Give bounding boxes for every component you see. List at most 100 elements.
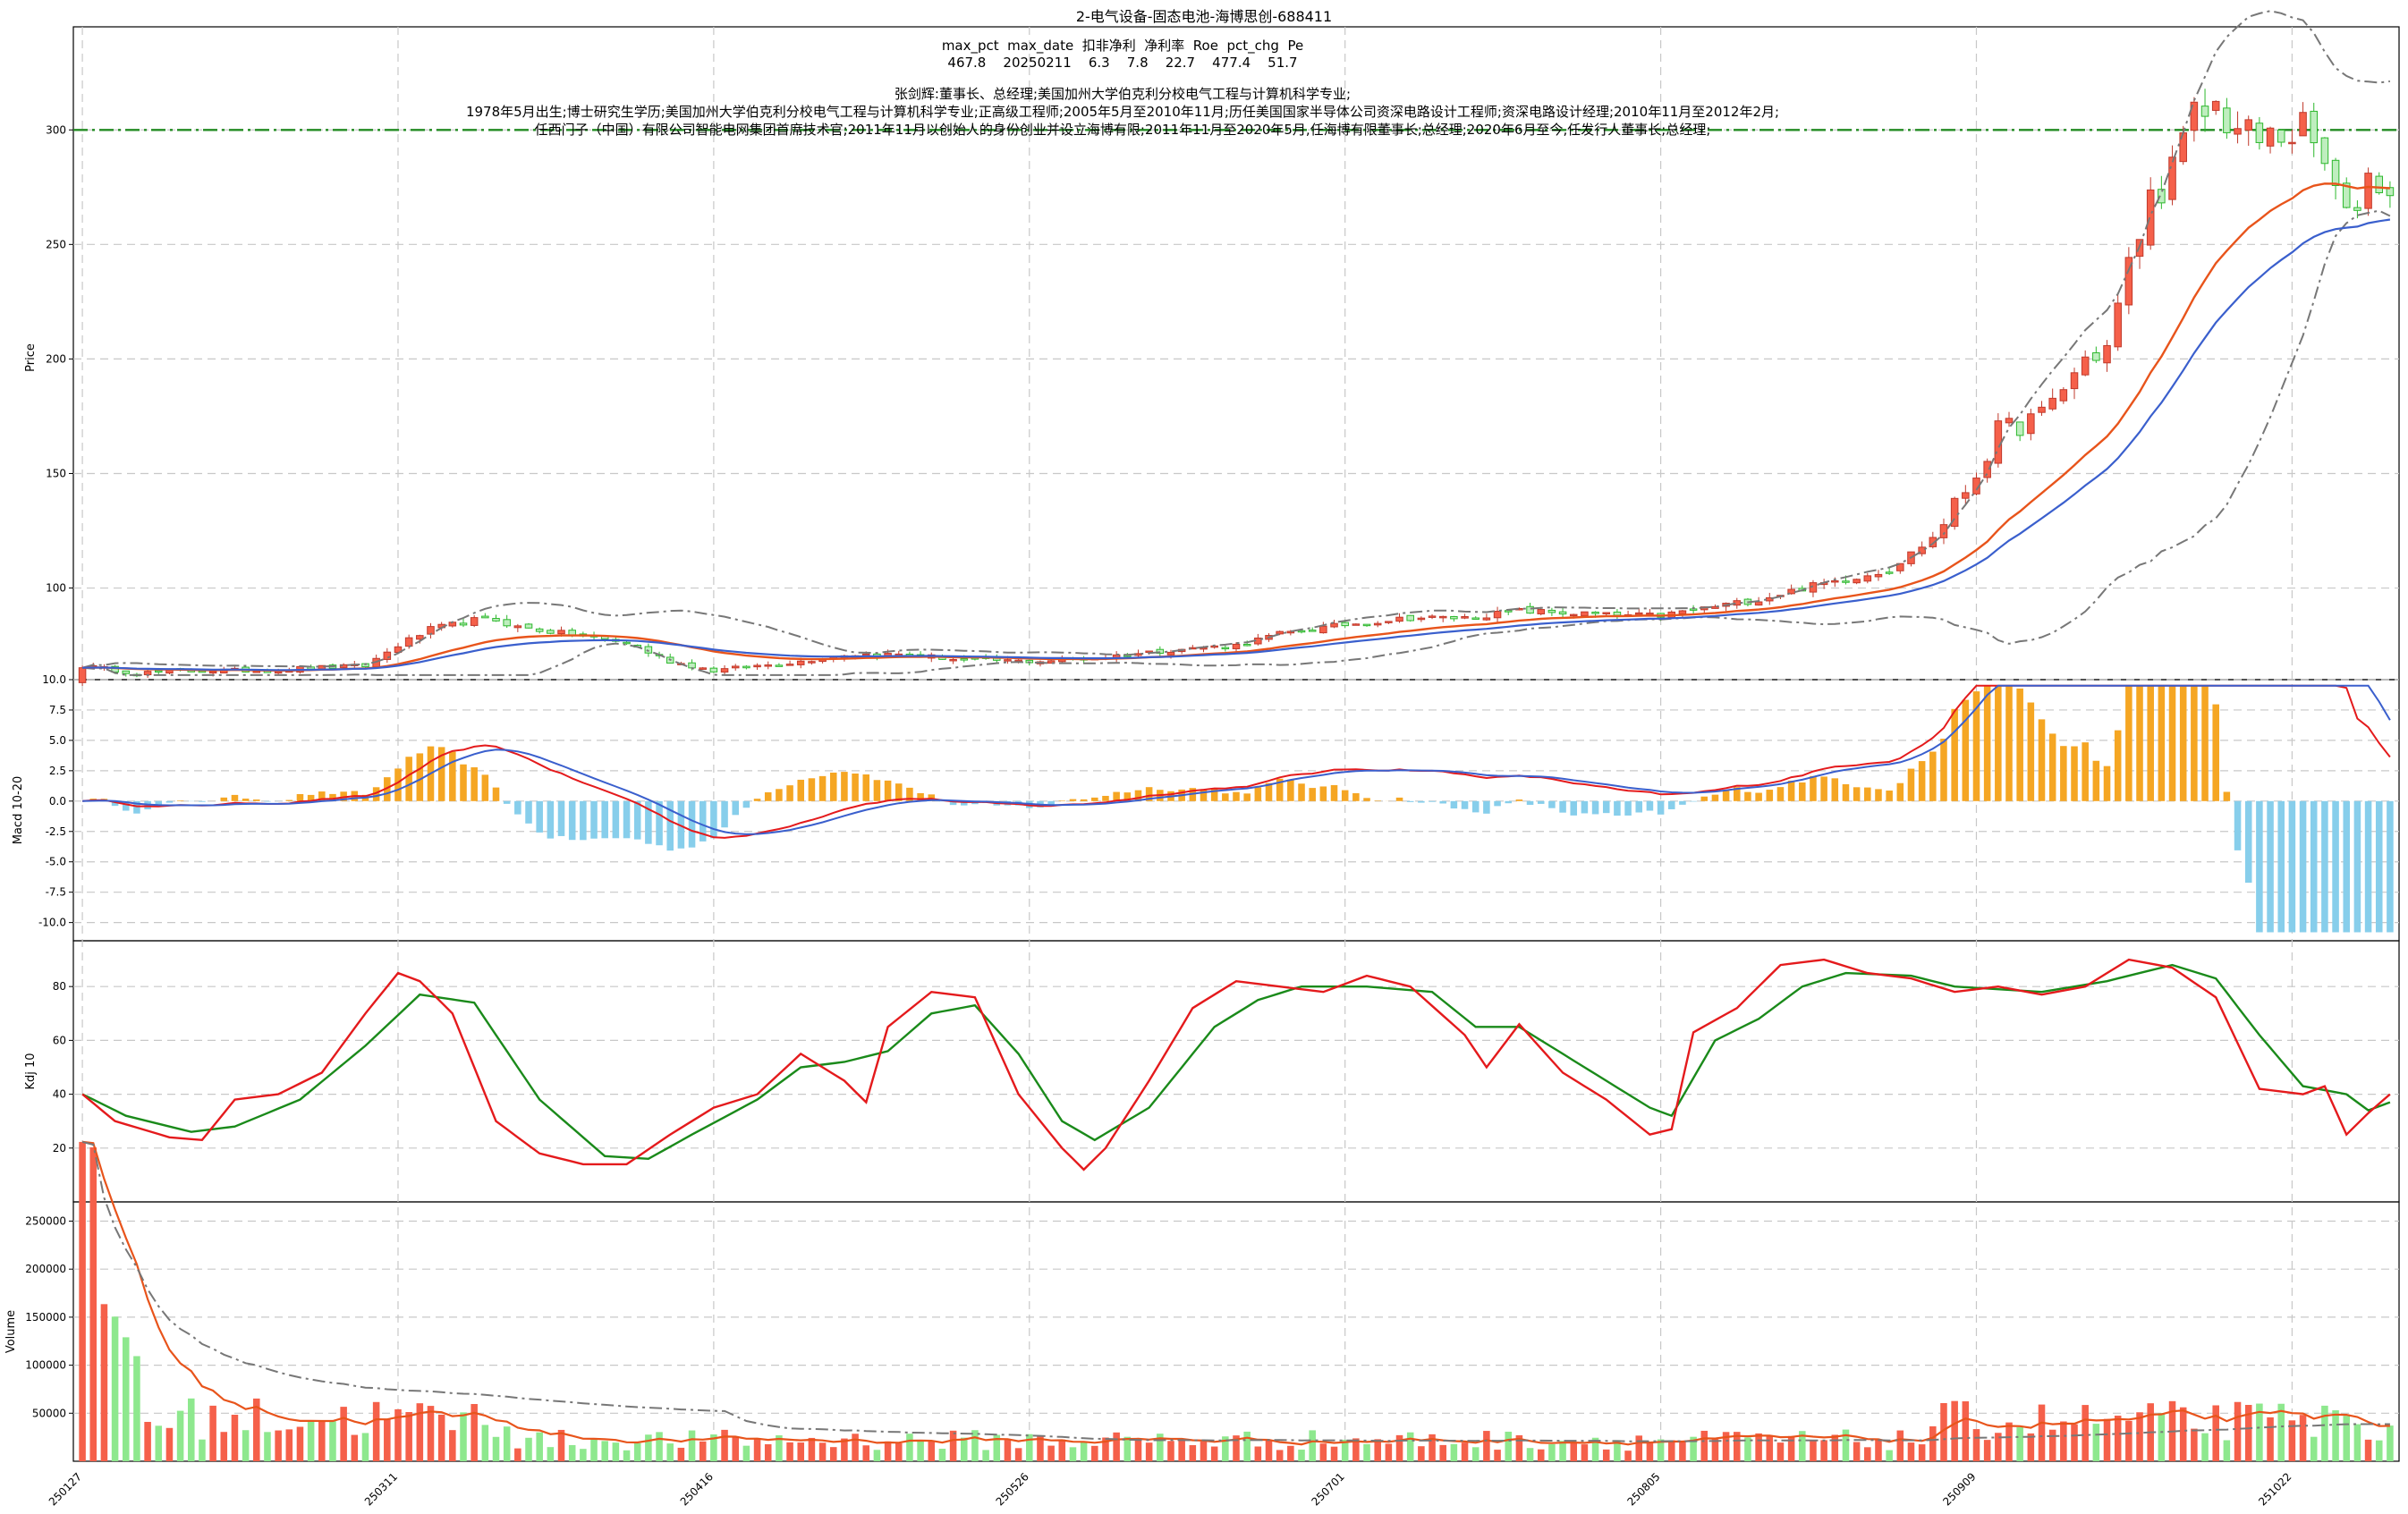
x-tick-label: 251022 [2256,1470,2294,1508]
volume-bar [710,1434,717,1461]
macd-bar [645,800,652,844]
candle-body [1962,492,1970,499]
kdj-ytick-label: 60 [53,1034,66,1046]
macd-bar [1700,796,1708,801]
candle-body [2277,129,2285,143]
volume-bar [1755,1433,1762,1461]
volume-bar [2299,1415,2307,1461]
candle-body [1362,623,1371,627]
candle-body [492,618,500,622]
volume-bar [1581,1444,1589,1461]
volume-bar [776,1434,783,1461]
macd-bar [862,774,870,801]
macd-bar [884,780,892,801]
macd-bar [928,794,936,801]
info-person-1: 张剑辉:董事长、总经理;美国加州大学伯克利分校电气工程与计算机科学专业; [895,86,1351,102]
volume-bar [1962,1400,1970,1461]
candle-body [688,662,696,669]
macd-bar [1537,800,1545,804]
macd-bar [2343,800,2351,933]
macd-ytick-label: 2.5 [49,765,66,777]
volume-ma-short-line [81,1140,2390,1446]
volume-bar [677,1447,685,1461]
volume-bar [1080,1442,1088,1461]
volume-bar [1429,1434,1436,1461]
candle-body [1221,647,1230,650]
macd-bar [1069,799,1077,801]
macd-bar [1406,800,1414,802]
volume-bar [1896,1430,1904,1461]
volume-bar [1178,1438,1185,1461]
volume-bar [1766,1435,1774,1461]
candle-body [1874,573,1883,578]
volume-bar [656,1432,663,1461]
candle-body [2005,418,2014,424]
macd-bar [841,772,848,801]
volume-bar [1113,1432,1120,1461]
volume-bar [1907,1442,1915,1461]
volume-bar [1047,1445,1055,1461]
macd-bar [2223,791,2231,801]
boll-lower-line [82,209,2391,676]
macd-bar [1722,791,1730,801]
candle-body [1547,609,1556,613]
macd-bar [1591,800,1599,815]
volume-bar [1494,1450,1501,1461]
volume-bar [437,1414,445,1461]
candle-body [1504,610,1513,613]
macd-bar [1711,794,1719,801]
macd-bar [405,757,412,801]
volume-bar [2256,1403,2263,1461]
macd-bar [536,800,543,833]
candle-body [2299,112,2307,137]
volume-bar [1722,1432,1730,1461]
macd-bar [264,800,271,802]
price-ytick-label: 200 [46,352,66,365]
candle-body [2114,302,2122,348]
candle-body [2375,175,2384,194]
volume-bar [1776,1442,1785,1461]
candle-body [2288,141,2296,145]
volume-bar [220,1432,228,1461]
volume-bar [1657,1439,1665,1461]
candle-body [1558,611,1567,615]
volume-bar [1690,1436,1697,1461]
volume-bar [1471,1447,1480,1461]
macd-ytick-label: -5.0 [46,856,66,868]
macd-bar [1134,790,1142,801]
volume-ytick-label: 150000 [25,1311,66,1324]
volume-bar [1145,1442,1153,1461]
macd-ytick-label: -2.5 [46,825,66,838]
volume-bar [2191,1428,2198,1461]
volume-bar [351,1434,359,1461]
macd-bar [394,768,402,801]
volume-bar [633,1442,641,1461]
volume-bar [1483,1431,1490,1461]
macd-bar [111,800,119,807]
macd-bar [612,800,620,839]
macd-bar [742,800,750,808]
candle-body [2223,107,2231,133]
macd-bar [1091,797,1098,801]
candle-body [503,619,511,627]
x-tick-label: 250805 [1624,1470,1662,1508]
volume-bar [503,1426,511,1461]
candle-body [154,670,163,673]
macd-bar [2038,719,2046,801]
volume-bar [394,1408,402,1461]
candle-body [481,615,489,619]
candle-body [78,667,87,683]
volume-bar [895,1443,903,1461]
volume-bar [1363,1443,1370,1461]
macd-bar [710,800,717,839]
volume-bar [1972,1429,1980,1461]
volume-bar [2103,1418,2111,1461]
macd-bar [829,772,837,801]
macd-bar [253,799,260,801]
volume-bar [1537,1449,1545,1461]
volume-bar [2125,1420,2132,1461]
volume-bar [852,1434,859,1461]
candle-body [1493,611,1502,619]
volume-bar [721,1429,728,1461]
macd-bar [1624,800,1632,816]
